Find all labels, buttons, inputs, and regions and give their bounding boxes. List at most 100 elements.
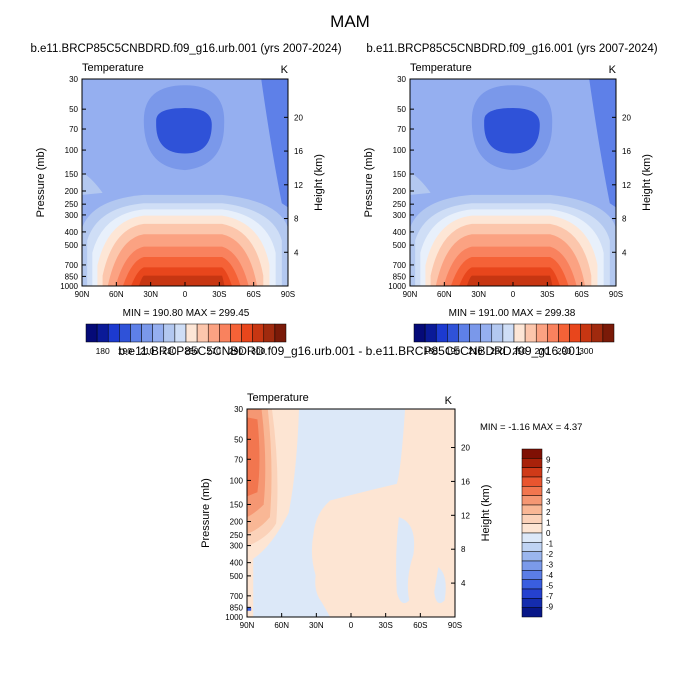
y2-tick-label: 12	[461, 511, 470, 520]
colorbar-swatch	[580, 323, 593, 343]
colorbar-swatch	[241, 323, 253, 343]
colorbar-swatch	[558, 323, 570, 343]
y2-tick-label: 20	[461, 444, 470, 453]
panel-title: b.e11.BRCP85C5CNBDRD.f09_g16.urb.001 - b…	[118, 344, 581, 358]
colorbar-swatch	[569, 323, 581, 343]
y2-axis-title: Height (km)	[313, 154, 325, 211]
colorbar-swatch	[152, 323, 165, 343]
colorbar-swatch	[413, 323, 426, 343]
colorbar-label: 180	[424, 346, 438, 356]
y-tick-label: 70	[234, 455, 243, 464]
units-label: K	[281, 64, 289, 76]
temp-band	[82, 172, 103, 195]
colorbar-swatch	[502, 323, 515, 343]
diff-band	[434, 567, 446, 604]
plot-area	[81, 78, 289, 287]
colorbar-label: 210	[468, 346, 482, 356]
y-axis-title: Pressure (mb)	[35, 148, 47, 218]
y-axis-title: Pressure (mb)	[363, 148, 375, 218]
y-tick-label: 700	[230, 592, 244, 601]
y2-tick-label: 16	[622, 147, 631, 156]
colorbar-label: 300	[251, 346, 265, 356]
y2-tick-label: 12	[294, 181, 303, 190]
x-tick-label: 0	[183, 290, 188, 299]
y-tick-label: 1000	[60, 282, 78, 291]
colorbar-label: 1	[546, 519, 551, 528]
colorbar-swatch	[130, 323, 142, 343]
diff-band	[247, 607, 252, 611]
colorbar-label: -5	[546, 582, 554, 591]
y-tick-label: 100	[393, 146, 407, 155]
panel-title: b.e11.BRCP85C5CNBDRD.f09_g16.urb.001 (yr…	[30, 43, 341, 55]
colorbar-swatch	[521, 476, 543, 487]
y2-tick-label: 12	[622, 181, 631, 190]
temp-band	[156, 107, 212, 154]
y-tick-label: 250	[393, 200, 407, 209]
colorbar-swatch	[263, 323, 276, 343]
colorbar-swatch	[96, 323, 109, 343]
y-tick-label: 30	[69, 75, 78, 84]
colorbar-swatch	[521, 532, 543, 543]
colorbar-swatch	[141, 323, 153, 343]
colorbar-label: 250	[512, 346, 526, 356]
y-tick-label: 70	[69, 125, 78, 134]
colorbar-label: 7	[546, 466, 551, 475]
colorbar-label: 190	[118, 346, 132, 356]
y2-tick-label: 8	[461, 545, 466, 554]
x-tick-label: 90S	[609, 290, 623, 299]
y-tick-label: 500	[393, 241, 407, 250]
y-tick-label: 50	[234, 435, 243, 444]
y-tick-label: 300	[65, 211, 79, 220]
colorbar-label: 230	[162, 346, 176, 356]
y-tick-label: 70	[397, 125, 406, 134]
y2-tick-label: 4	[461, 579, 466, 588]
colorbar-swatch	[521, 551, 543, 562]
panel-title: b.e11.BRCP85C5CNBDRD.f09_g16.001 (yrs 20…	[366, 43, 657, 55]
x-tick-label: 30S	[540, 290, 554, 299]
y-tick-label: 700	[65, 261, 79, 270]
page-title: MAM	[330, 12, 370, 31]
x-tick-label: 0	[349, 621, 354, 630]
colorbar-label: 0	[546, 529, 551, 538]
colorbar-swatch	[185, 323, 198, 343]
y-tick-label: 500	[65, 241, 79, 250]
colorbar-label: 4	[546, 487, 551, 496]
colorbar-swatch	[524, 323, 537, 343]
colorbar-label: -1	[546, 540, 554, 549]
colorbar-swatch	[521, 560, 543, 571]
x-tick-label: 90N	[240, 621, 255, 630]
colorbar-swatch	[521, 467, 543, 478]
colorbar-swatch	[174, 323, 187, 343]
y2-tick-label: 8	[622, 215, 627, 224]
colorbar: 180 190 210 230 250 270 290 300	[413, 323, 615, 356]
colorbar-swatch	[602, 323, 615, 343]
colorbar-label: 300	[579, 346, 593, 356]
colorbar-label: 2	[546, 508, 551, 517]
field-label: Temperature	[247, 392, 309, 404]
y2-tick-label: 16	[461, 477, 470, 486]
colorbar-label: 9	[546, 456, 551, 465]
field-label: Temperature	[410, 62, 472, 74]
y-tick-label: 400	[230, 559, 244, 568]
colorbar-swatch	[521, 495, 543, 506]
y-tick-label: 850	[65, 272, 79, 281]
y2-tick-label: 16	[294, 147, 303, 156]
units-label: K	[609, 64, 617, 76]
colorbar-label: 270	[207, 346, 221, 356]
colorbar-swatch	[521, 598, 543, 608]
colorbar-swatch	[491, 323, 504, 343]
colorbar-swatch	[469, 323, 481, 343]
min-max-label: MIN = 190.80 MAX = 299.45	[123, 308, 250, 319]
colorbar-label: 290	[229, 346, 243, 356]
y-tick-label: 850	[393, 272, 407, 281]
colorbar-swatch	[230, 323, 242, 343]
y2-axis-title: Height (km)	[641, 154, 653, 211]
min-max-label: MIN = -1.16 MAX = 4.37	[480, 422, 582, 433]
colorbar-label: 270	[535, 346, 549, 356]
y2-axis-title: Height (km)	[480, 485, 492, 542]
colorbar-swatch	[85, 323, 98, 343]
y-tick-label: 100	[230, 476, 244, 485]
x-tick-label: 0	[511, 290, 516, 299]
y-tick-label: 200	[230, 518, 244, 527]
